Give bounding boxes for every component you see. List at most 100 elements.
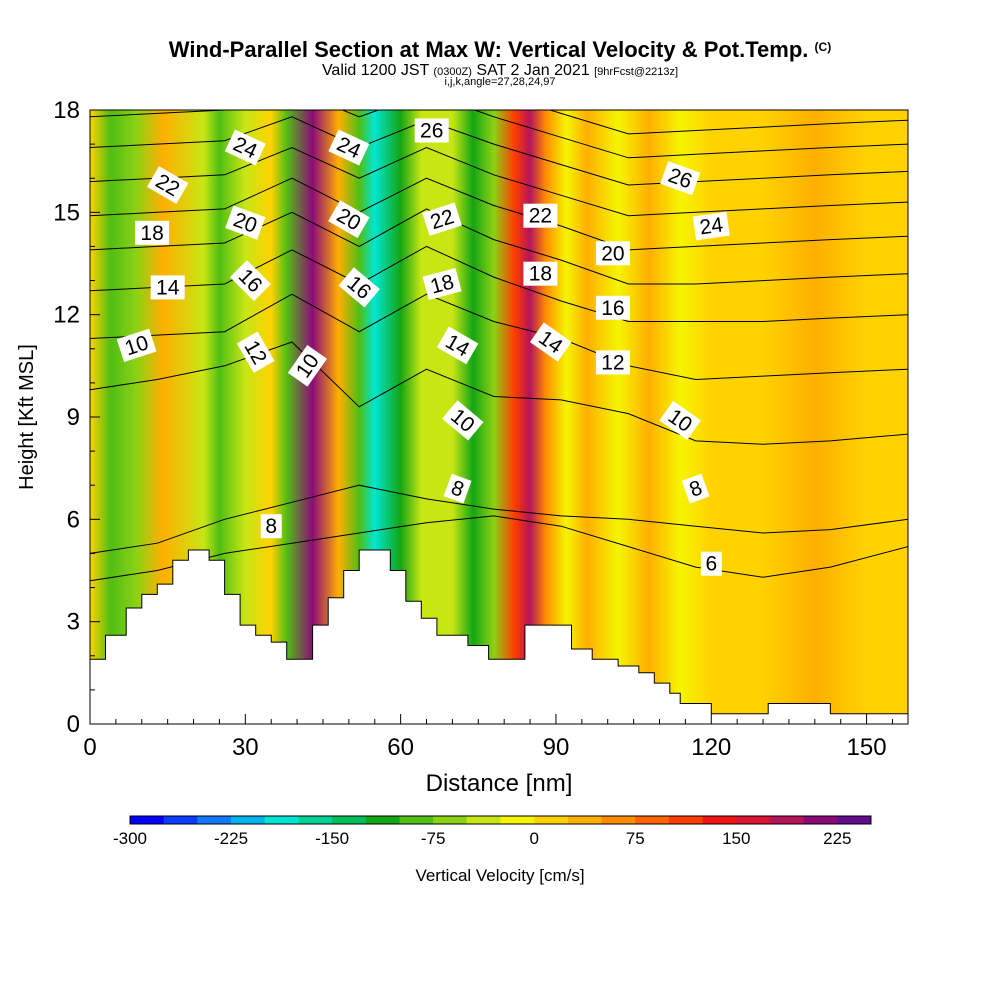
colorbar-tick-label: 75 bbox=[626, 829, 645, 848]
y-tick-label: 12 bbox=[53, 302, 80, 329]
contour-label-box bbox=[260, 514, 282, 539]
colorbar-tick-label: -150 bbox=[315, 829, 349, 848]
colorbar-tick-label: -75 bbox=[421, 829, 446, 848]
y-tick-label: 0 bbox=[67, 711, 80, 738]
contour-label: 20 bbox=[595, 241, 630, 266]
colorbar-cell bbox=[365, 816, 400, 824]
contour-label-box bbox=[225, 205, 266, 240]
colorbar-cell bbox=[534, 816, 569, 824]
contour-label-text: 14 bbox=[156, 276, 180, 299]
colorbar-cell bbox=[231, 816, 266, 824]
contour-label-box bbox=[135, 220, 170, 245]
contour-label-box bbox=[229, 260, 272, 302]
contour-label-box bbox=[660, 161, 701, 196]
x-axis: 0 30 60 90 120 150 bbox=[83, 714, 893, 761]
colorbar-cell bbox=[264, 816, 299, 824]
contour-label-box bbox=[442, 400, 484, 441]
valid-prefix: Valid 1200 JST bbox=[321, 62, 429, 79]
contour-label-box bbox=[595, 295, 630, 320]
contour-label-box bbox=[529, 322, 572, 362]
colorbar-tick-label: -300 bbox=[113, 829, 147, 848]
contour-label: 18 bbox=[523, 261, 558, 286]
contour-label-text: 22 bbox=[529, 205, 552, 228]
y-tick-label: 18 bbox=[53, 97, 80, 124]
contour-label-text: 18 bbox=[529, 263, 552, 286]
y-tick-label: 3 bbox=[67, 609, 80, 636]
theta-contour-20 bbox=[90, 146, 908, 217]
chart-title: Wind-Parallel Section at Max W: Vertical… bbox=[0, 37, 1000, 63]
colorbar-cell bbox=[635, 816, 670, 824]
contour-label: 14 bbox=[529, 322, 572, 362]
theta-contour-8 bbox=[90, 484, 908, 554]
theta-contour-18 bbox=[90, 177, 908, 251]
x-tick-label: 150 bbox=[847, 734, 887, 761]
valid-fcst: [9hrFcst@2213z] bbox=[594, 66, 679, 78]
contour-label: 8 bbox=[260, 514, 282, 539]
contour-label-text: 12 bbox=[601, 351, 624, 374]
contour-label-box bbox=[523, 261, 558, 286]
y-tick-label: 6 bbox=[67, 506, 80, 533]
title-tag: (C) bbox=[814, 40, 832, 54]
contour-label-box bbox=[328, 129, 370, 166]
colorbar-tick-label: 225 bbox=[823, 829, 851, 848]
theta-contour-10 bbox=[90, 341, 908, 445]
contour-label-box bbox=[224, 129, 266, 166]
title-main: Wind-Parallel Section at Max W: Vertical… bbox=[168, 37, 809, 62]
contour-label-box bbox=[287, 344, 327, 387]
contour-label-box bbox=[236, 331, 275, 373]
contour-label-box bbox=[523, 203, 558, 228]
contour-label: 8 bbox=[443, 473, 472, 504]
colorbar-tick-label: 0 bbox=[529, 829, 538, 848]
contour-label-text: 8 bbox=[265, 515, 277, 538]
contour-label-box bbox=[436, 326, 479, 365]
theta-contour-14 bbox=[90, 245, 908, 322]
colorbar-cell bbox=[702, 816, 737, 824]
contour-label-text: 16 bbox=[601, 297, 624, 320]
contour-label-box bbox=[422, 202, 462, 236]
colorbar-cell bbox=[500, 816, 535, 824]
contour-label-text: 18 bbox=[140, 222, 163, 245]
colorbar-cell bbox=[736, 816, 771, 824]
contour-label: 14 bbox=[150, 275, 185, 300]
x-tick-label: 30 bbox=[232, 734, 259, 761]
contour-label-box bbox=[116, 328, 157, 363]
contour-label-box bbox=[150, 275, 185, 300]
contour-label: 24 bbox=[224, 129, 266, 166]
colorbar-cell bbox=[163, 816, 198, 824]
contour-label-box bbox=[595, 350, 630, 375]
contour-label-box bbox=[595, 241, 630, 266]
theta-contours bbox=[90, 110, 908, 582]
theta-contour-22 bbox=[90, 116, 908, 186]
contour-label-text: 20 bbox=[601, 242, 624, 265]
y-tick-label: 9 bbox=[67, 404, 80, 431]
contour-label: 16 bbox=[595, 295, 630, 320]
colorbar-cell bbox=[298, 816, 333, 824]
colorbar-cell bbox=[769, 816, 805, 824]
theta-contour-24 bbox=[90, 110, 908, 159]
colorbar-cell bbox=[601, 816, 636, 824]
valid-time-line: Valid 1200 JST (0300Z) SAT 2 Jan 2021 [9… bbox=[0, 62, 1000, 80]
contour-label-text: 24 bbox=[698, 213, 725, 239]
theta-contour-16 bbox=[90, 208, 908, 285]
contour-label: 12 bbox=[595, 350, 630, 375]
colorbar: -300 -225 -150 -75 0 75 150 225 bbox=[113, 815, 872, 848]
contour-label-box bbox=[422, 268, 462, 300]
contour-label-box bbox=[146, 166, 189, 204]
y-axis: 0 3 6 9 12 15 18 bbox=[53, 97, 100, 738]
contour-label-box bbox=[681, 473, 710, 504]
contour-label: 18 bbox=[135, 220, 170, 245]
contour-label-box bbox=[659, 400, 702, 440]
x-tick-label: 60 bbox=[387, 734, 414, 761]
terrain-mask bbox=[89, 549, 909, 725]
theta-contour-6 bbox=[90, 515, 908, 582]
contour-label-box bbox=[328, 200, 370, 239]
contour-label-text: 26 bbox=[420, 120, 443, 143]
colorbar-cell bbox=[197, 816, 232, 824]
colorbar-frame bbox=[129, 815, 872, 825]
contour-label: 6 bbox=[700, 551, 722, 576]
theta-contour-12 bbox=[90, 293, 908, 381]
contour-label: 24 bbox=[692, 211, 730, 241]
contour-label-box bbox=[692, 211, 730, 241]
x-axis-label: Distance [nm] bbox=[426, 770, 573, 797]
